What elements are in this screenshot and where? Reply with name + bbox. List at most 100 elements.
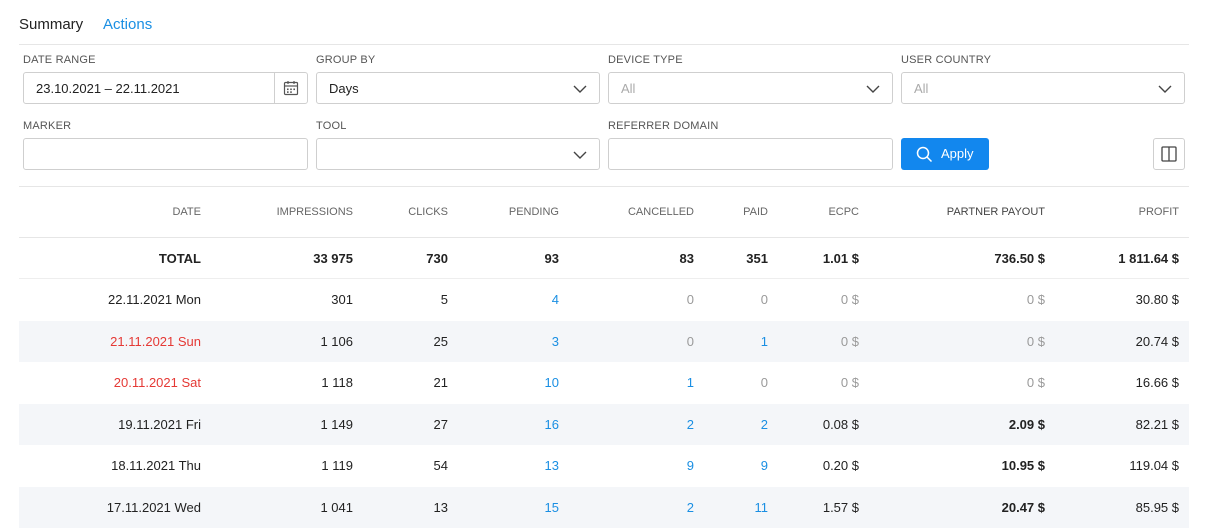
table-row: 21.11.2021 Sun 1 106 25 3 0 1 0 $ 0 $ 20… [19,320,1189,362]
row-ecpc: 0.08 $ [822,416,859,432]
user-country-placeholder: All [914,81,929,96]
row-impressions: 1 041 [320,499,353,515]
row-clicks: 25 [433,333,448,349]
device-type-placeholder: All [621,81,636,96]
row-clicks: 5 [440,292,448,307]
total-profit: 1 811.64 $ [1118,251,1179,266]
table-total-row: TOTAL 33 975 730 93 83 351 1.01 $ 736.50… [19,238,1189,279]
device-type-label: DEVICE TYPE [608,54,683,66]
chevron-down-icon [573,85,587,93]
table-row: 17.11.2021 Wed 1 041 13 15 2 11 1.57 $ 2… [19,486,1189,528]
row-paid-link[interactable]: 11 [754,499,769,515]
table-row: 18.11.2021 Thu 1 119 54 13 9 9 0.20 $ 10… [19,445,1189,487]
row-date: 20.11.2021 Sat [113,375,201,390]
row-partner-payout: 20.47 $ [1001,499,1045,515]
row-pending-link[interactable]: 16 [544,416,559,432]
date-range-label: DATE RANGE [23,54,96,66]
row-paid-link[interactable]: 2 [760,416,768,432]
row-cancelled-link[interactable]: 1 [686,375,694,390]
column-header-partner-payout[interactable]: PARTNER PAYOUT [946,206,1045,218]
user-country-label: USER COUNTRY [901,54,992,66]
calendar-icon [283,81,299,96]
user-country-select[interactable]: All [901,72,1185,104]
row-cancelled-link[interactable]: 2 [686,499,694,515]
row-pending-link[interactable]: 4 [551,292,559,307]
row-pending-link[interactable]: 3 [551,333,559,349]
row-clicks: 13 [433,499,448,515]
chevron-down-icon [1158,85,1172,93]
row-impressions: 1 118 [321,375,353,390]
row-paid-link[interactable]: 1 [760,333,768,349]
referrer-domain-input[interactable] [608,138,893,170]
row-partner-payout: 10.95 $ [1001,458,1045,473]
row-date: 19.11.2021 Fri [118,416,201,432]
table-row: 19.11.2021 Fri 1 149 27 16 2 2 0.08 $ 2.… [19,403,1189,445]
row-partner-payout: 0 $ [1026,375,1045,390]
filters-divider [19,186,1189,187]
total-cancelled: 83 [679,251,694,266]
row-profit: 119.04 $ [1129,458,1179,473]
tab-bar: Summary Actions [19,0,1189,45]
column-header-cancelled[interactable]: CANCELLED [627,206,694,218]
row-date: 22.11.2021 Mon [108,292,201,307]
row-cancelled: 0 [686,292,694,307]
total-impressions: 33 975 [313,251,353,266]
calendar-button[interactable] [274,73,307,103]
tool-label: TOOL [316,120,347,132]
stats-table: DATE IMPRESSIONS CLICKS PENDING CANCELLE… [19,187,1189,528]
row-cancelled-link[interactable]: 9 [686,458,694,473]
row-paid: 0 [760,292,768,307]
tool-select[interactable] [316,138,600,170]
marker-input[interactable] [23,138,308,170]
tab-summary[interactable]: Summary [19,16,84,33]
row-profit: 20.74 $ [1135,333,1179,349]
row-cancelled: 0 [686,333,694,349]
row-paid-link[interactable]: 9 [760,458,768,473]
row-cancelled-link[interactable]: 2 [686,416,694,432]
device-type-select[interactable]: All [608,72,893,104]
row-partner-payout: 0 $ [1026,292,1045,307]
row-impressions: 301 [331,292,353,307]
row-pending-link[interactable]: 10 [544,375,559,390]
chevron-down-icon [866,85,880,93]
column-header-profit[interactable]: PROFIT [1138,206,1179,218]
date-range-field[interactable]: 23.10.2021 – 22.11.2021 [23,72,308,104]
columns-toggle-button[interactable] [1153,138,1185,170]
marker-label: MARKER [23,120,72,132]
search-icon [916,146,933,163]
column-header-date[interactable]: DATE [172,206,201,218]
tab-actions[interactable]: Actions [103,16,153,33]
row-partner-payout: 0 $ [1026,333,1045,349]
row-profit: 85.95 $ [1135,499,1179,515]
row-clicks: 21 [433,375,448,390]
column-header-ecpc[interactable]: ECPC [828,206,859,218]
total-pending: 93 [544,251,559,266]
group-by-select[interactable]: Days [316,72,600,104]
row-clicks: 54 [433,458,448,473]
row-date: 18.11.2021 Thu [111,458,201,473]
row-paid: 0 [760,375,768,390]
apply-button[interactable]: Apply [901,138,989,170]
row-pending-link[interactable]: 13 [544,458,559,473]
column-header-paid[interactable]: PAID [743,206,768,218]
row-impressions: 1 106 [320,333,353,349]
row-ecpc: 1.57 $ [822,499,859,515]
column-header-impressions[interactable]: IMPRESSIONS [276,206,353,218]
total-clicks: 730 [426,251,448,266]
row-pending-link[interactable]: 15 [544,499,559,515]
table-header: DATE IMPRESSIONS CLICKS PENDING CANCELLE… [19,187,1189,238]
row-clicks: 27 [433,416,448,432]
date-range-value: 23.10.2021 – 22.11.2021 [36,81,180,96]
row-impressions: 1 119 [321,458,353,473]
row-ecpc: 0 $ [840,292,859,307]
row-date: 17.11.2021 Wed [106,499,201,515]
referrer-domain-label: REFERRER DOMAIN [608,120,719,132]
column-header-clicks[interactable]: CLICKS [408,206,448,218]
column-header-pending[interactable]: PENDING [508,206,559,218]
row-date: 21.11.2021 Sun [110,333,201,349]
row-profit: 16.66 $ [1135,375,1179,390]
group-by-value: Days [329,81,359,96]
total-label: TOTAL [158,251,201,266]
row-profit: 82.21 $ [1135,416,1179,432]
row-ecpc: 0.20 $ [822,458,859,473]
